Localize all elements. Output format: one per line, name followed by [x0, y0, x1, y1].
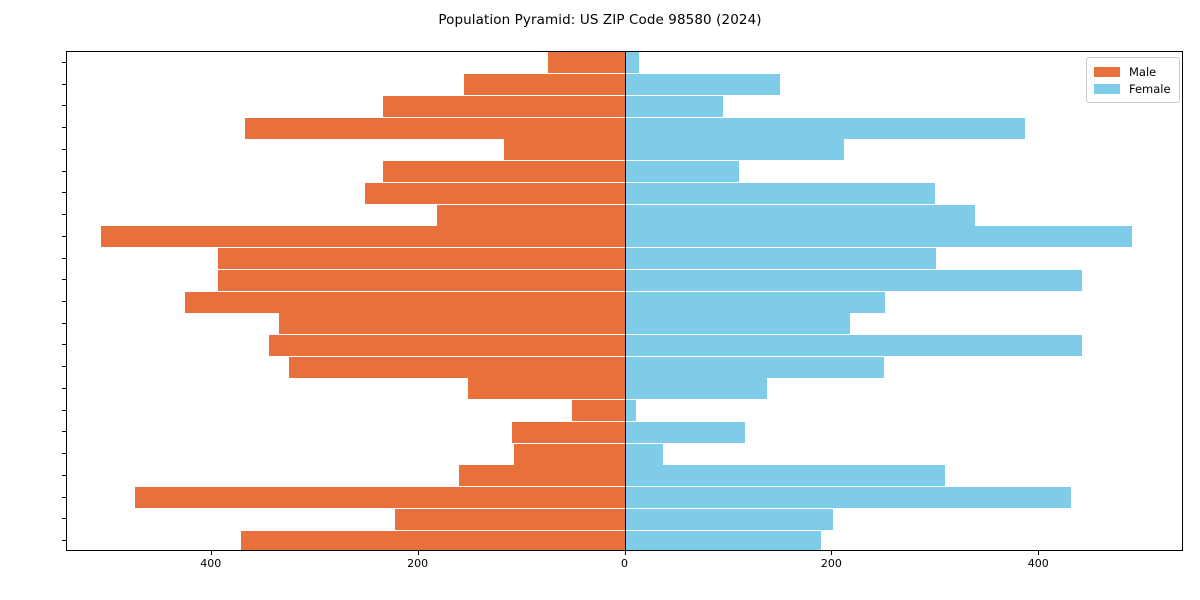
bar-male — [394, 508, 626, 530]
y-tick-mark — [62, 170, 66, 172]
y-tick-mark — [62, 83, 66, 85]
legend-label: Male — [1129, 64, 1157, 79]
y-tick-mark — [62, 301, 66, 302]
bar-male — [135, 487, 626, 509]
bar-female — [625, 139, 844, 161]
bar-male — [289, 356, 626, 378]
bar-female — [625, 291, 886, 313]
y-tick-mark — [62, 453, 66, 455]
bar-male — [383, 161, 626, 183]
y-tick-mark — [62, 496, 66, 498]
bar-male — [513, 443, 626, 465]
y-tick-mark — [62, 366, 66, 368]
bar-male — [101, 226, 626, 248]
zero-axis-line — [624, 52, 627, 550]
x-tick-label: 200 — [407, 557, 429, 570]
bar-female — [625, 378, 768, 400]
legend-item: Male — [1094, 63, 1171, 80]
y-tick-mark — [62, 474, 66, 476]
x-tick-label: 400 — [1027, 557, 1049, 570]
bar-female — [625, 52, 639, 74]
legend-label: Female — [1129, 81, 1171, 96]
legend-item: Female — [1094, 80, 1171, 97]
bar-female — [625, 269, 1082, 291]
y-tick-mark — [62, 127, 66, 129]
bar-male — [511, 421, 626, 443]
y-tick-mark — [62, 214, 66, 216]
bar-male — [468, 378, 626, 400]
y-tick-mark — [62, 235, 66, 237]
y-tick-mark — [62, 431, 66, 433]
y-tick-mark — [62, 540, 66, 542]
y-tick-mark — [62, 409, 66, 411]
y-tick-mark — [62, 279, 66, 281]
legend: Male Female — [1086, 57, 1180, 103]
bar-female — [625, 421, 746, 443]
y-tick-mark — [62, 61, 66, 63]
plot-area — [66, 51, 1183, 551]
x-tick-mark — [1038, 551, 1040, 555]
bar-male — [240, 530, 626, 550]
x-tick-mark — [417, 551, 419, 555]
bar-male — [464, 74, 626, 96]
bar-female — [625, 74, 780, 96]
bar-male — [184, 291, 626, 313]
bar-male — [437, 204, 626, 226]
x-tick-label: 400 — [200, 557, 222, 570]
bar-female — [625, 313, 850, 335]
y-tick-mark — [62, 105, 66, 107]
y-tick-mark — [62, 518, 66, 520]
bar-male — [364, 182, 626, 204]
bar-female — [625, 226, 1133, 248]
bar-male — [279, 313, 626, 335]
legend-swatch-icon — [1094, 66, 1120, 77]
x-tick-mark — [831, 551, 833, 555]
legend-swatch-icon — [1094, 83, 1120, 94]
bar-female — [625, 248, 936, 270]
bar-female — [625, 356, 885, 378]
bar-female — [625, 204, 976, 226]
x-tick-label: 200 — [820, 557, 842, 570]
y-tick-mark — [62, 322, 66, 324]
bar-male — [383, 95, 626, 117]
bar-male — [547, 52, 626, 74]
bar-male — [218, 269, 626, 291]
bar-female — [625, 487, 1072, 509]
bar-male — [458, 465, 626, 487]
bar-male — [504, 139, 626, 161]
y-tick-mark — [62, 192, 66, 194]
bar-female — [625, 117, 1025, 139]
x-tick-label: 0 — [621, 557, 628, 570]
bar-female — [625, 465, 946, 487]
bar-male — [244, 117, 626, 139]
x-tick-mark — [210, 551, 212, 555]
x-tick-mark — [624, 551, 626, 555]
plot-inner — [67, 52, 1182, 550]
bar-female — [625, 530, 821, 550]
bar-female — [625, 182, 935, 204]
y-tick-mark — [62, 387, 66, 389]
bar-female — [625, 508, 834, 530]
bar-female — [625, 95, 723, 117]
y-tick-mark — [62, 148, 66, 150]
y-tick-mark — [62, 257, 66, 259]
bar-female — [625, 400, 636, 422]
bar-female — [625, 334, 1082, 356]
chart-title: Population Pyramid: US ZIP Code 98580 (2… — [438, 12, 762, 28]
bar-male — [218, 248, 626, 270]
bar-female — [625, 443, 663, 465]
bar-male — [268, 334, 626, 356]
y-tick-mark — [62, 344, 66, 346]
bar-female — [625, 161, 740, 183]
bar-male — [571, 400, 626, 422]
